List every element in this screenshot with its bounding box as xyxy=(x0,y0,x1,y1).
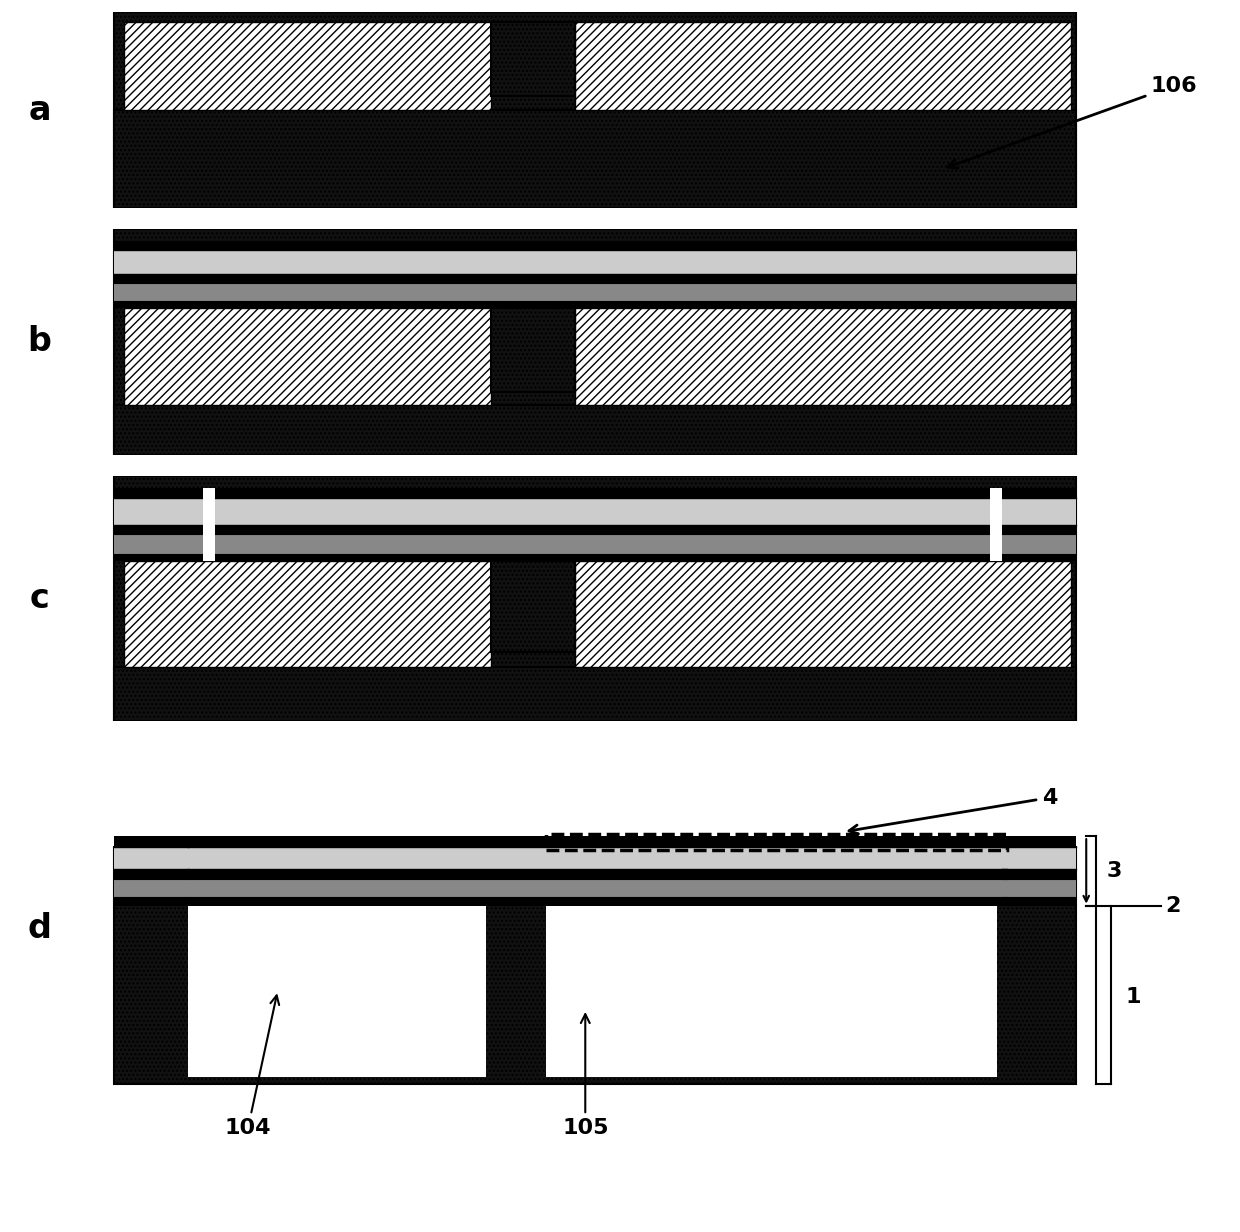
Text: a: a xyxy=(29,94,51,127)
Bar xyxy=(992,488,1076,498)
Bar xyxy=(124,22,491,110)
Bar xyxy=(992,554,1076,562)
Bar xyxy=(575,562,1071,667)
Bar xyxy=(546,834,1007,850)
Bar xyxy=(188,870,1007,878)
Text: d: d xyxy=(27,912,52,945)
Bar xyxy=(114,554,213,562)
Bar xyxy=(114,870,188,878)
Bar xyxy=(575,308,1071,405)
Bar xyxy=(491,562,575,652)
Bar xyxy=(1002,878,1076,897)
Bar xyxy=(575,22,1071,110)
Bar xyxy=(124,562,491,667)
Text: b: b xyxy=(27,325,52,359)
Bar xyxy=(188,862,486,1078)
Text: 1: 1 xyxy=(1126,987,1142,1007)
Text: 2: 2 xyxy=(1166,897,1180,917)
Bar xyxy=(213,535,992,554)
Bar xyxy=(114,488,213,498)
Bar xyxy=(114,405,1076,455)
Bar xyxy=(114,848,1076,1084)
Bar xyxy=(1002,837,1076,848)
Bar xyxy=(1002,848,1076,870)
Bar xyxy=(188,897,1007,907)
Bar xyxy=(575,308,1071,405)
Bar xyxy=(213,554,992,562)
Bar xyxy=(188,837,1007,848)
Bar xyxy=(114,667,1076,721)
Text: 105: 105 xyxy=(562,1014,609,1138)
Text: 3: 3 xyxy=(1106,861,1121,881)
Bar xyxy=(992,498,1076,525)
Bar xyxy=(114,525,213,535)
Bar xyxy=(203,488,216,562)
Bar xyxy=(124,562,491,667)
Bar xyxy=(546,862,997,1078)
Bar xyxy=(990,488,1002,562)
Bar xyxy=(114,275,1076,283)
Bar xyxy=(114,878,188,897)
Bar xyxy=(575,562,1071,667)
Bar xyxy=(114,897,188,907)
Bar xyxy=(1002,897,1076,907)
Bar xyxy=(124,22,491,110)
Bar xyxy=(114,240,1076,250)
Bar xyxy=(213,498,992,525)
Bar xyxy=(575,22,1071,110)
Bar xyxy=(1002,870,1076,878)
Bar xyxy=(114,250,1076,275)
Bar xyxy=(114,498,213,525)
Text: 106: 106 xyxy=(947,76,1198,169)
Bar xyxy=(114,302,1076,308)
Text: 104: 104 xyxy=(224,995,279,1138)
Bar xyxy=(213,488,992,498)
Bar xyxy=(188,848,1007,870)
Bar xyxy=(188,878,1007,897)
Bar xyxy=(114,283,1076,302)
Bar xyxy=(114,535,213,554)
Bar xyxy=(992,535,1076,554)
Bar xyxy=(491,308,575,392)
Bar xyxy=(124,308,491,405)
Bar xyxy=(124,308,491,405)
Text: c: c xyxy=(30,582,50,615)
Bar xyxy=(491,22,575,96)
Text: 4: 4 xyxy=(849,787,1056,834)
Bar xyxy=(992,525,1076,535)
Bar xyxy=(114,110,1076,208)
Bar xyxy=(114,848,188,870)
Bar xyxy=(213,525,992,535)
Bar xyxy=(114,837,188,848)
